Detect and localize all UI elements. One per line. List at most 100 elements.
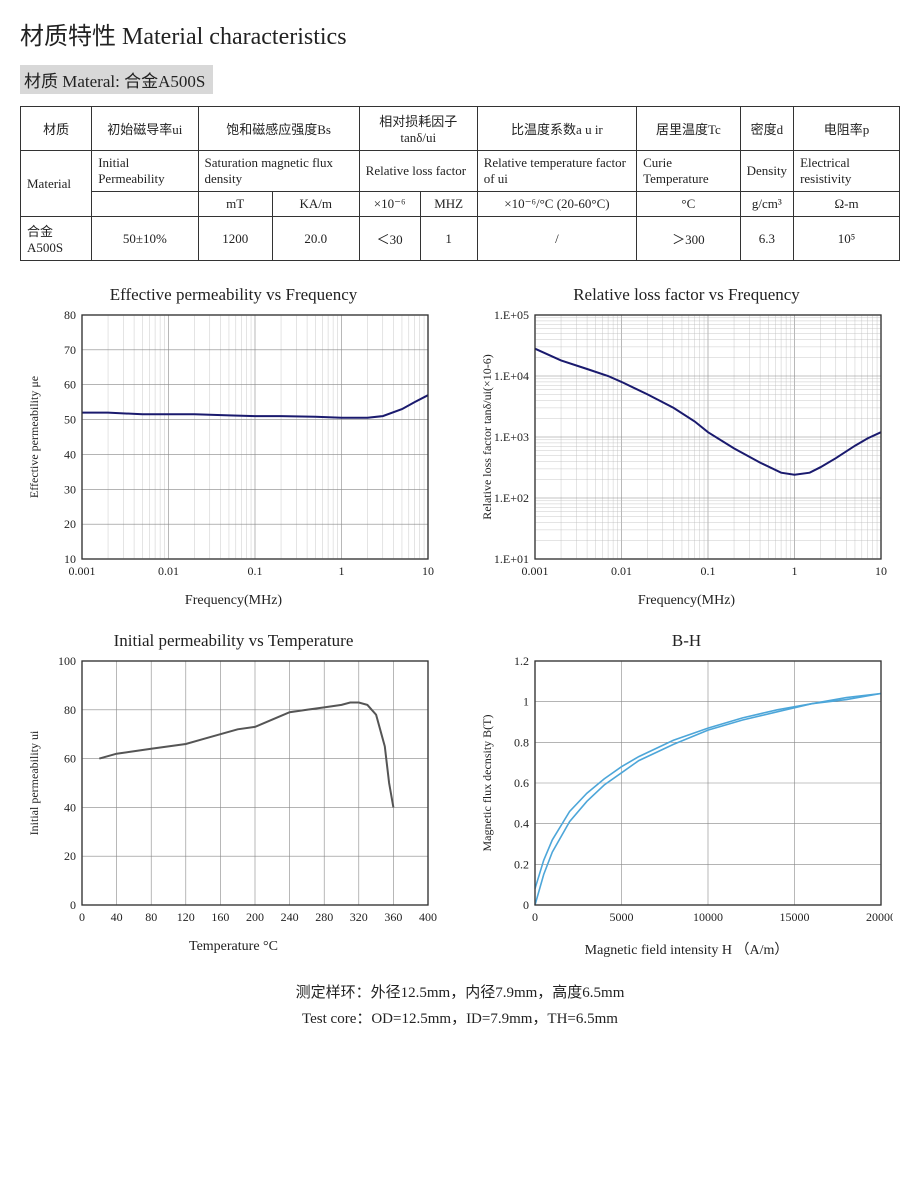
svg-text:Relative loss factor tanδ/ui(×: Relative loss factor tanδ/ui(×10-6) xyxy=(480,354,494,519)
chart4-title: B-H xyxy=(473,631,900,651)
charts-grid: Effective permeability vs Frequency 0.00… xyxy=(20,285,900,959)
svg-text:100: 100 xyxy=(58,655,76,668)
svg-text:1.E+01: 1.E+01 xyxy=(494,552,529,566)
svg-text:1: 1 xyxy=(523,695,529,709)
spec-table: 材质 初始磁导率ui 饱和磁感应强度Bs 相对损耗因子tanδ/ui 比温度系数… xyxy=(20,106,900,261)
svg-text:5000: 5000 xyxy=(610,910,634,924)
material-label-en: Materal: xyxy=(62,72,120,91)
th: 密度d xyxy=(740,107,793,151)
svg-text:Effective permeability μe: Effective permeability μe xyxy=(27,376,41,498)
svg-text:40: 40 xyxy=(64,447,76,461)
svg-text:30: 30 xyxy=(64,482,76,496)
svg-text:50: 50 xyxy=(64,413,76,427)
chart-2: Relative loss factor vs Frequency 0.001 0… xyxy=(473,285,900,609)
svg-text:0.01: 0.01 xyxy=(611,564,632,578)
cell: 6.3 xyxy=(740,217,793,261)
cell: 1200 xyxy=(198,217,272,261)
th: Relative loss factor xyxy=(359,151,477,192)
svg-text:0.1: 0.1 xyxy=(701,564,716,578)
th: Initial Permeability xyxy=(92,151,198,192)
th: Curie Temperature xyxy=(637,151,741,192)
svg-text:20: 20 xyxy=(64,849,76,863)
svg-text:0.6: 0.6 xyxy=(514,776,529,790)
svg-text:0.8: 0.8 xyxy=(514,735,529,749)
unit: g/cm³ xyxy=(740,192,793,217)
svg-text:0.001: 0.001 xyxy=(69,564,96,578)
table-header-en-row: Material Initial Permeability Saturation… xyxy=(21,151,900,192)
cell: 20.0 xyxy=(272,217,359,261)
svg-text:320: 320 xyxy=(350,910,368,924)
svg-text:360: 360 xyxy=(384,910,402,924)
chart-1: Effective permeability vs Frequency 0.00… xyxy=(20,285,447,609)
chart-3: Initial permeability vs Temperature 0 40 8… xyxy=(20,631,447,959)
cell: 合金A500S xyxy=(21,217,92,261)
svg-text:0: 0 xyxy=(79,910,85,924)
svg-text:0: 0 xyxy=(523,898,529,912)
chart2-title: Relative loss factor vs Frequency xyxy=(473,285,900,305)
svg-text:15000: 15000 xyxy=(780,910,810,924)
chart3-title: Initial permeability vs Temperature xyxy=(20,631,447,651)
chart1-svg: 0.0010.010.11101020304050607080Effective… xyxy=(20,309,440,589)
svg-text:80: 80 xyxy=(145,910,157,924)
svg-text:240: 240 xyxy=(281,910,299,924)
svg-text:1.E+02: 1.E+02 xyxy=(494,491,529,505)
material-label-cn: 材质 xyxy=(24,72,58,91)
unit: °C xyxy=(637,192,741,217)
unit: MHZ xyxy=(420,192,477,217)
chart2-xlabel: Frequency(MHz) xyxy=(473,593,900,609)
chart4-svg: 0500010000150002000000.20.40.60.811.2Mag… xyxy=(473,655,893,935)
svg-text:Magnetic flux decnsity B(T): Magnetic flux decnsity B(T) xyxy=(480,715,494,852)
svg-text:0.1: 0.1 xyxy=(248,564,263,578)
unit: ×10⁻⁶ xyxy=(359,192,420,217)
svg-text:1.2: 1.2 xyxy=(514,655,529,668)
chart1-xlabel: Frequency(MHz) xyxy=(20,593,447,609)
svg-text:Initial permeability ui: Initial permeability ui xyxy=(27,730,41,835)
cell: / xyxy=(477,217,636,261)
svg-text:70: 70 xyxy=(64,343,76,357)
material-line: 材质 Materal: 合金A500S xyxy=(20,65,213,94)
svg-text:10: 10 xyxy=(875,564,887,578)
cell: 50±10% xyxy=(92,217,198,261)
th: Material xyxy=(21,151,92,217)
chart-4: B-H 0500010000150002000000.20.40.60.811.… xyxy=(473,631,900,959)
title-cn: 材质特性 xyxy=(20,24,116,50)
svg-text:160: 160 xyxy=(211,910,229,924)
svg-text:0: 0 xyxy=(532,910,538,924)
svg-text:0.001: 0.001 xyxy=(522,564,549,578)
chart4-xlabel: Magnetic field intensity H （A/m） xyxy=(473,939,900,959)
svg-text:0: 0 xyxy=(70,898,76,912)
table-units-row: mT KA/m ×10⁻⁶ MHZ ×10⁻⁶/°C (20-60°C) °C … xyxy=(21,192,900,217)
th: Density xyxy=(740,151,793,192)
svg-text:20000: 20000 xyxy=(866,910,893,924)
svg-text:40: 40 xyxy=(111,910,123,924)
chart2-svg: 0.0010.010.11101.E+011.E+021.E+031.E+041… xyxy=(473,309,893,589)
cell: 10⁵ xyxy=(794,217,900,261)
page-title: 材质特性 Material characteristics xyxy=(20,16,900,51)
svg-text:1.E+04: 1.E+04 xyxy=(494,369,529,383)
svg-text:60: 60 xyxy=(64,752,76,766)
svg-text:1.E+03: 1.E+03 xyxy=(494,430,529,444)
unit: KA/m xyxy=(272,192,359,217)
svg-text:0.2: 0.2 xyxy=(514,857,529,871)
th: 材质 xyxy=(21,107,92,151)
th: 初始磁导率ui xyxy=(92,107,198,151)
footer-en: Test core：OD=12.5mm，ID=7.9mm，TH=6.5mm xyxy=(20,1007,900,1033)
svg-text:280: 280 xyxy=(315,910,333,924)
svg-text:0.01: 0.01 xyxy=(158,564,179,578)
th: Electrical resistivity xyxy=(794,151,900,192)
svg-text:1: 1 xyxy=(339,564,345,578)
svg-text:1.E+05: 1.E+05 xyxy=(494,309,529,322)
th: Saturation magnetic flux density xyxy=(198,151,359,192)
th: 饱和磁感应强度Bs xyxy=(198,107,359,151)
svg-text:80: 80 xyxy=(64,703,76,717)
unit: mT xyxy=(198,192,272,217)
svg-text:80: 80 xyxy=(64,309,76,322)
title-en: Material characteristics xyxy=(122,24,347,50)
cell: ＞300 xyxy=(637,217,741,261)
unit: Ω-m xyxy=(794,192,900,217)
svg-text:120: 120 xyxy=(177,910,195,924)
svg-text:20: 20 xyxy=(64,517,76,531)
chart3-xlabel: Temperature °C xyxy=(20,939,447,955)
svg-text:400: 400 xyxy=(419,910,437,924)
table-data-row: 合金A500S 50±10% 1200 20.0 ＜30 1 / ＞300 6.… xyxy=(21,217,900,261)
